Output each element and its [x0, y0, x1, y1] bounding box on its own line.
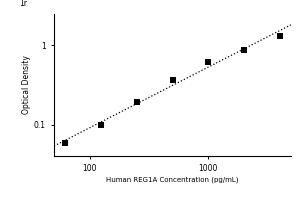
Text: 1r: 1r — [20, 0, 27, 8]
Point — [99, 124, 103, 127]
Point — [134, 100, 139, 103]
Point — [242, 48, 246, 51]
Y-axis label: Optical Density: Optical Density — [22, 56, 31, 114]
Point — [63, 142, 68, 145]
Point — [170, 78, 175, 81]
X-axis label: Human REG1A Concentration (pg/mL): Human REG1A Concentration (pg/mL) — [106, 176, 239, 183]
Point — [277, 35, 282, 38]
Point — [206, 60, 211, 63]
